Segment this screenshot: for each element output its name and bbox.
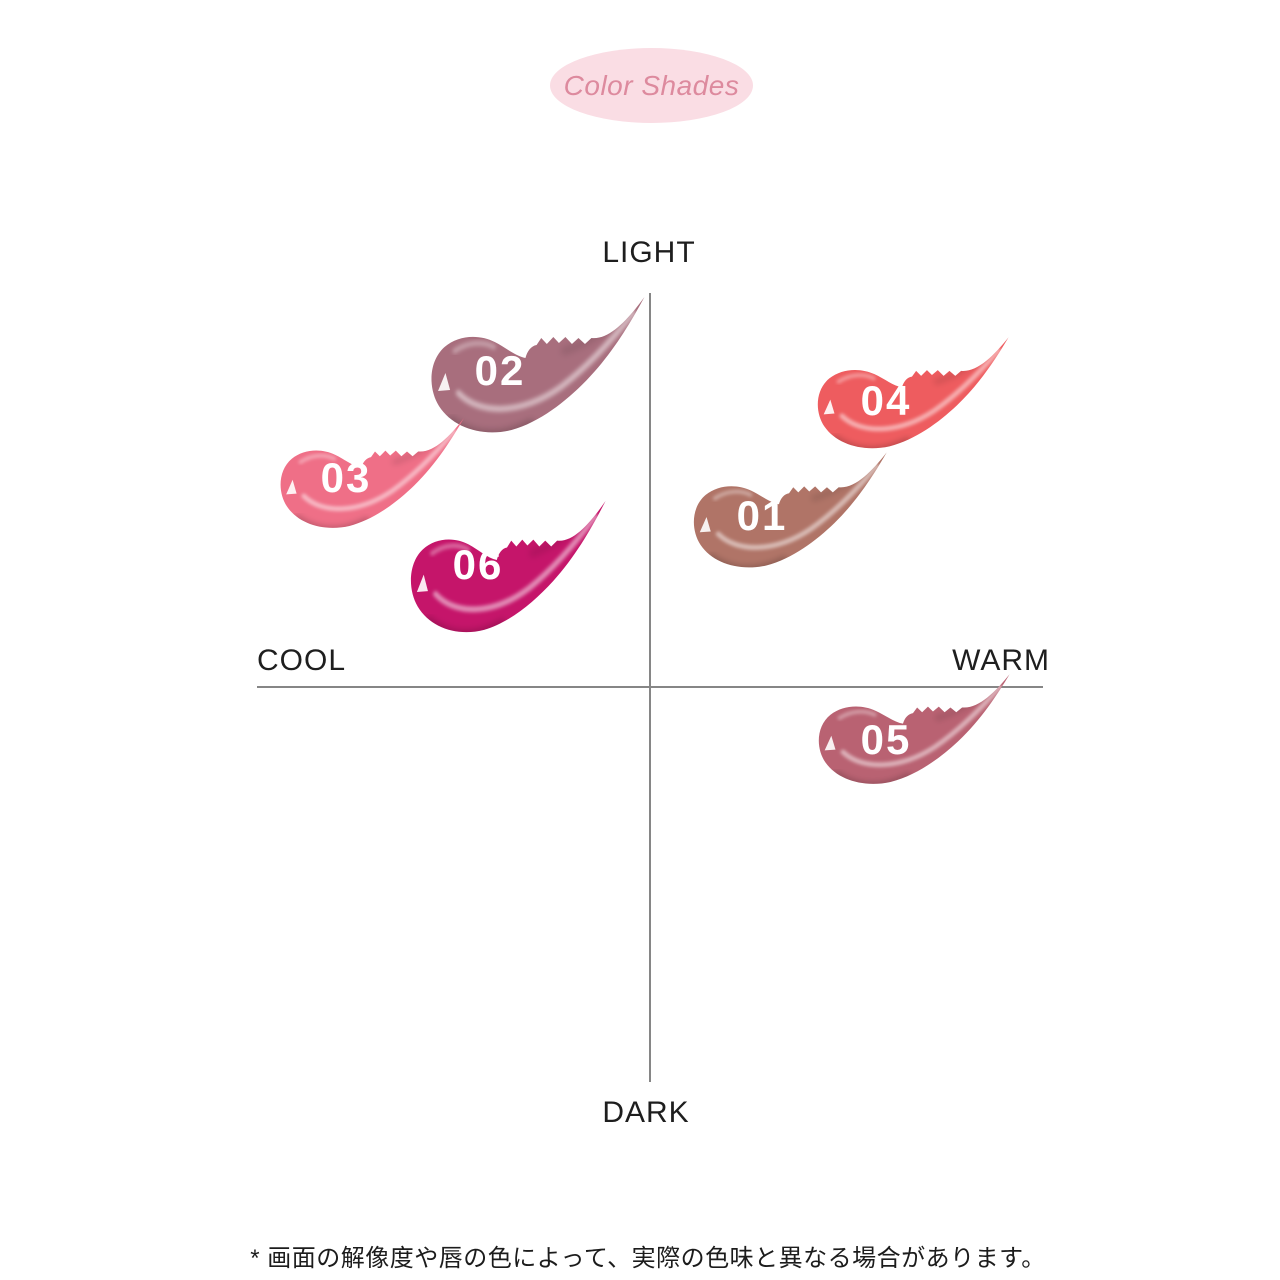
swatch-shade-02 xyxy=(431,297,645,433)
shade-number-01: 01 xyxy=(736,492,788,539)
swatch-shade-04 xyxy=(817,337,1009,450)
shade-number-04: 04 xyxy=(860,377,912,424)
swatch-shade-06 xyxy=(410,500,606,633)
axis-label-light: LIGHT xyxy=(602,236,696,269)
shade-number-03: 03 xyxy=(320,454,372,501)
disclaimer-text: * 画面の解像度や唇の色によって、実際の色味と異なる場合があります。 xyxy=(250,1245,1046,1272)
axis-label-dark: DARK xyxy=(602,1096,690,1129)
shade-number-05: 05 xyxy=(860,716,912,763)
axis-label-cool: COOL xyxy=(257,644,347,677)
shade-number-02: 02 xyxy=(474,347,526,394)
swatch-shade-05 xyxy=(818,674,1010,784)
shade-number-06: 06 xyxy=(452,541,504,588)
swatch-shade-03 xyxy=(280,418,464,528)
axis-label-warm: WARM xyxy=(952,644,1050,677)
horizontal-axis-line xyxy=(257,686,1043,688)
badge-label: Color Shades xyxy=(563,69,740,101)
color-shades-badge: Color Shades xyxy=(550,48,753,123)
swatch-shade-01 xyxy=(693,452,887,569)
